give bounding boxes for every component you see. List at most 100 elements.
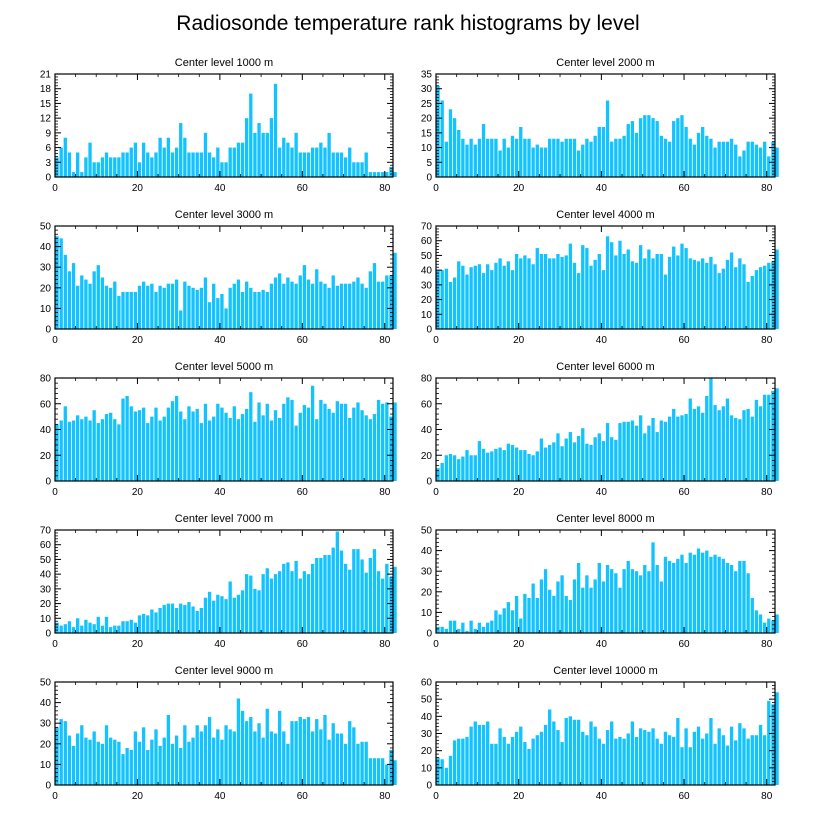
histogram-bar bbox=[76, 152, 80, 177]
histogram-bar bbox=[302, 152, 307, 177]
histogram-bar bbox=[539, 731, 544, 785]
histogram-bar bbox=[67, 152, 72, 177]
histogram-bar bbox=[319, 142, 323, 177]
histogram-bar bbox=[203, 725, 208, 785]
histogram-bar bbox=[385, 275, 389, 329]
histogram-bar bbox=[174, 279, 179, 329]
histogram-bar bbox=[385, 764, 389, 785]
histogram-bar bbox=[368, 271, 372, 329]
histogram-bar bbox=[742, 560, 746, 633]
histogram-bar bbox=[273, 277, 278, 329]
histogram-bar bbox=[634, 736, 639, 785]
histogram-bar bbox=[203, 403, 208, 481]
histogram-bar bbox=[729, 415, 734, 481]
histogram-bar bbox=[585, 443, 589, 481]
histogram-bar bbox=[610, 569, 614, 633]
panel-title: Center level 1000 m bbox=[175, 57, 273, 69]
histogram-bar bbox=[59, 238, 63, 329]
chart-panel: Center level 10000 m 0 20 40 60 80 0 10 20 30 40 50… bbox=[421, 665, 779, 802]
histogram-bar bbox=[481, 273, 486, 329]
histogram-bar bbox=[154, 612, 158, 633]
histogram-bar bbox=[680, 115, 684, 177]
panel-title: Center level 6000 m bbox=[556, 361, 654, 373]
histogram-bar bbox=[593, 579, 597, 633]
histogram-bar bbox=[170, 743, 175, 785]
histogram-bar bbox=[647, 249, 651, 329]
histogram-bar bbox=[80, 419, 84, 481]
histogram-bar bbox=[576, 273, 581, 329]
histogram-bar bbox=[261, 132, 265, 177]
y-tick-label: 30 bbox=[421, 567, 433, 578]
histogram-bar bbox=[183, 605, 187, 633]
histogram-bar bbox=[257, 723, 261, 785]
histogram-bar bbox=[236, 698, 241, 785]
histogram-bar bbox=[265, 132, 269, 177]
histogram-bar bbox=[705, 396, 709, 481]
histogram-bar bbox=[506, 743, 511, 785]
histogram-bar bbox=[750, 141, 754, 177]
histogram-bar bbox=[306, 407, 311, 481]
x-tick-label: 40 bbox=[596, 335, 608, 346]
y-tick-label: 20 bbox=[40, 283, 52, 294]
histogram-bar bbox=[734, 144, 738, 177]
histogram-bar bbox=[465, 736, 469, 785]
plot-frame bbox=[54, 681, 394, 786]
histogram-bar bbox=[560, 446, 564, 481]
y-tick-label: 0 bbox=[426, 629, 432, 640]
histogram-bar bbox=[700, 126, 705, 177]
histogram-bar bbox=[216, 147, 220, 177]
histogram-bar bbox=[457, 738, 461, 785]
histogram-bar bbox=[162, 416, 166, 482]
histogram-bar bbox=[294, 132, 298, 177]
histogram-bar bbox=[236, 594, 241, 633]
histogram-bar bbox=[100, 743, 105, 785]
histogram-bar bbox=[372, 758, 377, 785]
y-tick-label: 40 bbox=[421, 546, 433, 557]
y-tick-label: 30 bbox=[421, 280, 433, 291]
histogram-bar bbox=[717, 141, 721, 177]
histogram-bar bbox=[348, 417, 352, 481]
histogram-bar bbox=[593, 726, 597, 785]
histogram-bar bbox=[626, 560, 630, 633]
histogram-bar bbox=[174, 735, 179, 785]
histogram-bar bbox=[746, 281, 750, 329]
histogram-bar bbox=[88, 420, 92, 481]
histogram-bar bbox=[113, 281, 117, 329]
histogram-bar bbox=[203, 132, 208, 177]
histogram-bar bbox=[80, 172, 84, 177]
y-tick-label: 20 bbox=[40, 739, 52, 750]
histogram-bar bbox=[282, 403, 286, 481]
histogram-bar bbox=[556, 433, 560, 481]
histogram-bar bbox=[129, 749, 133, 785]
histogram-bar bbox=[754, 144, 759, 177]
histogram-bar bbox=[253, 588, 257, 633]
figure-title: Radiosonde temperature rank histograms b… bbox=[176, 12, 639, 35]
y-tick-label: 0 bbox=[45, 629, 51, 640]
histogram-bar bbox=[548, 258, 552, 329]
histogram-bar bbox=[713, 147, 717, 177]
histogram-bar bbox=[477, 622, 482, 633]
histogram-bar bbox=[676, 718, 680, 785]
histogram-bar bbox=[514, 253, 519, 329]
histogram-bar bbox=[680, 747, 684, 785]
histogram-bar bbox=[228, 581, 232, 633]
x-tick-label: 20 bbox=[513, 639, 525, 650]
histogram-bar bbox=[688, 138, 692, 177]
y-tick-label: 0 bbox=[45, 173, 51, 184]
histogram-bar bbox=[84, 157, 88, 177]
y-tick-label: 20 bbox=[421, 114, 433, 125]
histogram-bar bbox=[692, 554, 697, 633]
y-tick-label: 40 bbox=[421, 712, 433, 723]
histogram-bar bbox=[506, 443, 511, 481]
y-tick-label: 0 bbox=[426, 781, 432, 792]
histogram-bar bbox=[166, 137, 171, 177]
histogram-bar bbox=[298, 412, 302, 481]
histogram-bar bbox=[767, 394, 771, 481]
histogram-bar bbox=[154, 152, 158, 177]
histogram-bar bbox=[187, 602, 191, 633]
histogram-bar bbox=[306, 574, 311, 633]
histogram-bar bbox=[535, 735, 539, 785]
histogram-bar bbox=[481, 626, 486, 633]
histogram-bar bbox=[746, 141, 750, 177]
